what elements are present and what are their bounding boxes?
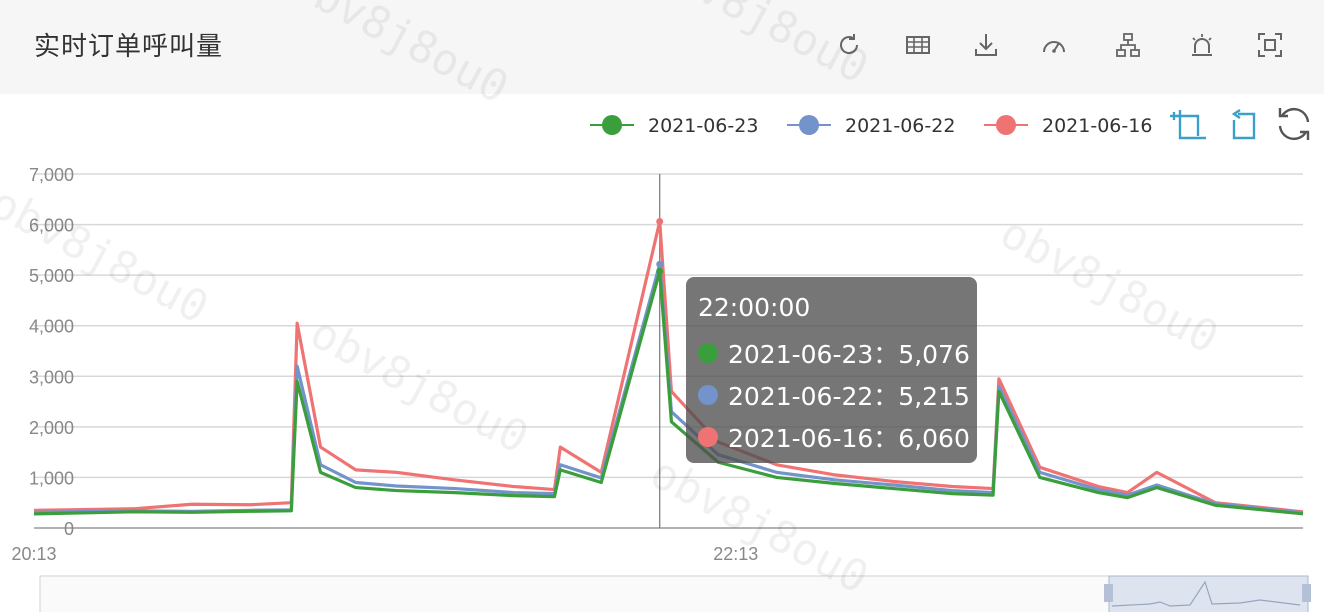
y-tick-label: 4,000 bbox=[29, 317, 74, 337]
series-dot bbox=[698, 385, 718, 405]
y-tick-label: 3,000 bbox=[29, 367, 74, 387]
hierarchy-icon[interactable] bbox=[1113, 28, 1143, 62]
series-dot bbox=[698, 343, 718, 363]
series-dot bbox=[698, 427, 718, 447]
datazoom-track bbox=[39, 575, 1309, 612]
download-icon[interactable] bbox=[971, 28, 1001, 62]
line-chart: 0 1,000 2,000 3,000 4,000 5,000 6,000 7,000 20:1… bbox=[11, 107, 1311, 612]
tooltip-row: 2021-06-23：5,076 bbox=[698, 335, 970, 371]
gauge-icon[interactable] bbox=[1039, 28, 1069, 62]
x-tick-label: 22:13 bbox=[713, 544, 758, 564]
y-tick-label: 1,000 bbox=[29, 468, 74, 488]
restore-icon bbox=[1278, 107, 1310, 141]
refresh-icon[interactable] bbox=[834, 28, 864, 62]
highlight-point bbox=[656, 267, 664, 275]
tooltip-time: 22:00:00 bbox=[698, 293, 811, 322]
datazoom-handle-right bbox=[1302, 584, 1311, 602]
zoom-select-icon bbox=[1170, 110, 1206, 140]
tooltip-row: 2021-06-22：5,215 bbox=[698, 377, 970, 413]
x-tick-label: 20:13 bbox=[11, 544, 56, 564]
y-tick-label: 2,000 bbox=[29, 418, 74, 438]
chart-title: 实时订单呼叫量 bbox=[34, 32, 224, 62]
legend-label: 2021-06-16 bbox=[1042, 115, 1152, 137]
legend-label: 2021-06-23 bbox=[648, 115, 758, 137]
chart-header: 实时订单呼叫量 bbox=[0, 0, 1324, 94]
legend-marker bbox=[996, 115, 1016, 135]
datazoom-handle-left bbox=[1104, 584, 1113, 602]
tooltip-row-text: 2021-06-23：5,076 bbox=[728, 340, 970, 369]
tooltip-row-text: 2021-06-22：5,215 bbox=[728, 382, 970, 411]
y-tick-label: 5,000 bbox=[29, 266, 74, 286]
tooltip: 22:00:00 2021-06-23：5,076 2021-06-22：5,2… bbox=[686, 277, 977, 463]
y-tick-label: 7,000 bbox=[29, 165, 74, 185]
legend-marker bbox=[799, 115, 819, 135]
highlight-point bbox=[656, 260, 664, 268]
highlight-point bbox=[656, 218, 664, 226]
legend-marker bbox=[602, 115, 622, 135]
y-tick-label: 6,000 bbox=[29, 216, 74, 236]
datazoom-preview bbox=[1111, 580, 1301, 607]
tooltip-row-text: 2021-06-16：6,060 bbox=[728, 424, 970, 453]
fullscreen-icon[interactable] bbox=[1255, 28, 1285, 62]
legend-label: 2021-06-22 bbox=[845, 115, 955, 137]
data-view-icon[interactable] bbox=[903, 28, 933, 62]
alarm-icon[interactable] bbox=[1187, 28, 1217, 62]
zoom-back-icon bbox=[1231, 109, 1256, 140]
y-tick-label: 0 bbox=[64, 519, 74, 539]
tooltip-row: 2021-06-16：6,060 bbox=[698, 419, 970, 455]
